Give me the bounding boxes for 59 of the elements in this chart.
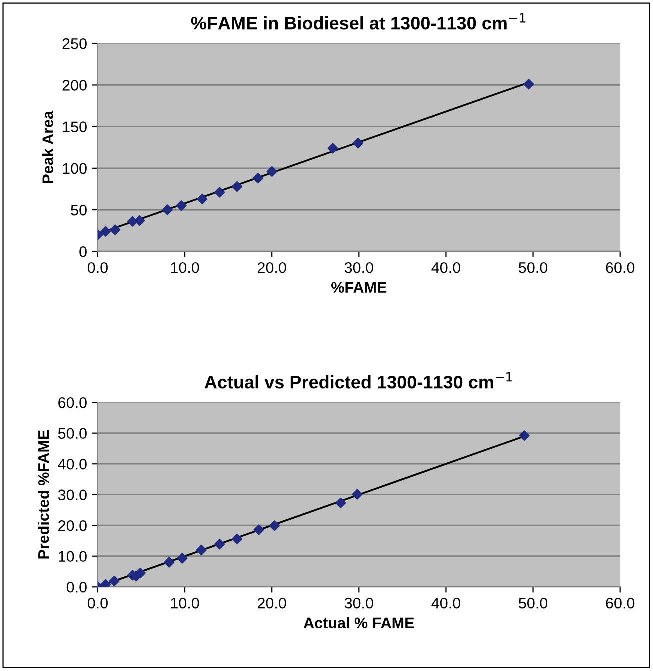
y-tick-label: 40.0 — [58, 458, 87, 470]
point — [162, 204, 173, 216]
x-axis-title: %FAME — [332, 282, 387, 294]
x-tick-label: 30.0 — [344, 262, 374, 274]
x-tick-label: 50.0 — [519, 598, 548, 609]
y-axis-title: Predicted %FAME — [38, 430, 50, 559]
point — [269, 520, 280, 532]
point — [109, 576, 120, 587]
y-tick-label: 50 — [71, 204, 87, 216]
point — [110, 224, 121, 236]
point — [197, 194, 208, 205]
x-tick-label: 60.0 — [606, 598, 635, 609]
chart-title: %FAME in Biodiesel at 1300-1130 cm$^{−1}$ — [191, 13, 526, 30]
point — [232, 181, 243, 192]
point — [196, 544, 207, 556]
point — [135, 568, 146, 579]
x-tick-label: 0.0 — [88, 262, 108, 274]
point — [352, 489, 363, 500]
point — [352, 138, 364, 149]
y-tick-label: 60.0 — [58, 397, 87, 408]
x-tick-label: 10.0 — [171, 598, 200, 609]
point — [164, 557, 175, 568]
point — [524, 79, 534, 90]
y-tick-label: 30.0 — [58, 490, 87, 501]
point — [214, 539, 226, 550]
x-axis-title: Actual % FAME — [304, 617, 414, 629]
point — [134, 216, 146, 226]
x-tick-label: 0.0 — [88, 598, 108, 609]
point — [519, 430, 530, 442]
y-tick-label: 0.0 — [66, 582, 87, 593]
y-axis-title: Peak Area — [42, 110, 54, 184]
x-tick-label: 20.0 — [258, 598, 286, 609]
point — [100, 226, 112, 237]
point — [336, 498, 346, 508]
y-tick-label: 20.0 — [58, 520, 87, 532]
x-tick-label: 10.0 — [171, 262, 200, 274]
point — [177, 553, 188, 564]
y-tick-label: 0 — [80, 246, 87, 258]
point — [266, 166, 278, 178]
x-tick-label: 20.0 — [258, 262, 286, 274]
x-tick-label: 50.0 — [519, 262, 548, 274]
point — [176, 200, 187, 212]
chart-title: Actual vs Predicted 1300-1130 cm$^{−1}$ — [204, 372, 512, 389]
y-tick-label: 50.0 — [58, 428, 87, 440]
x-tick-label: 60.0 — [606, 262, 635, 274]
point — [254, 524, 264, 536]
y-tick-label: 100 — [63, 163, 87, 174]
point — [100, 579, 112, 588]
point — [232, 534, 243, 544]
y-tick-label: 10.0 — [58, 551, 87, 562]
x-tick-label: 40.0 — [432, 262, 460, 274]
point — [252, 173, 264, 184]
y-tick-label: 200 — [62, 80, 87, 91]
x-tick-label: 40.0 — [432, 598, 460, 609]
y-tick-label: 250 — [62, 38, 87, 50]
x-tick-label: 30.0 — [344, 598, 374, 609]
y-tick-label: 150 — [63, 122, 87, 133]
point — [214, 187, 226, 198]
point — [328, 143, 338, 154]
